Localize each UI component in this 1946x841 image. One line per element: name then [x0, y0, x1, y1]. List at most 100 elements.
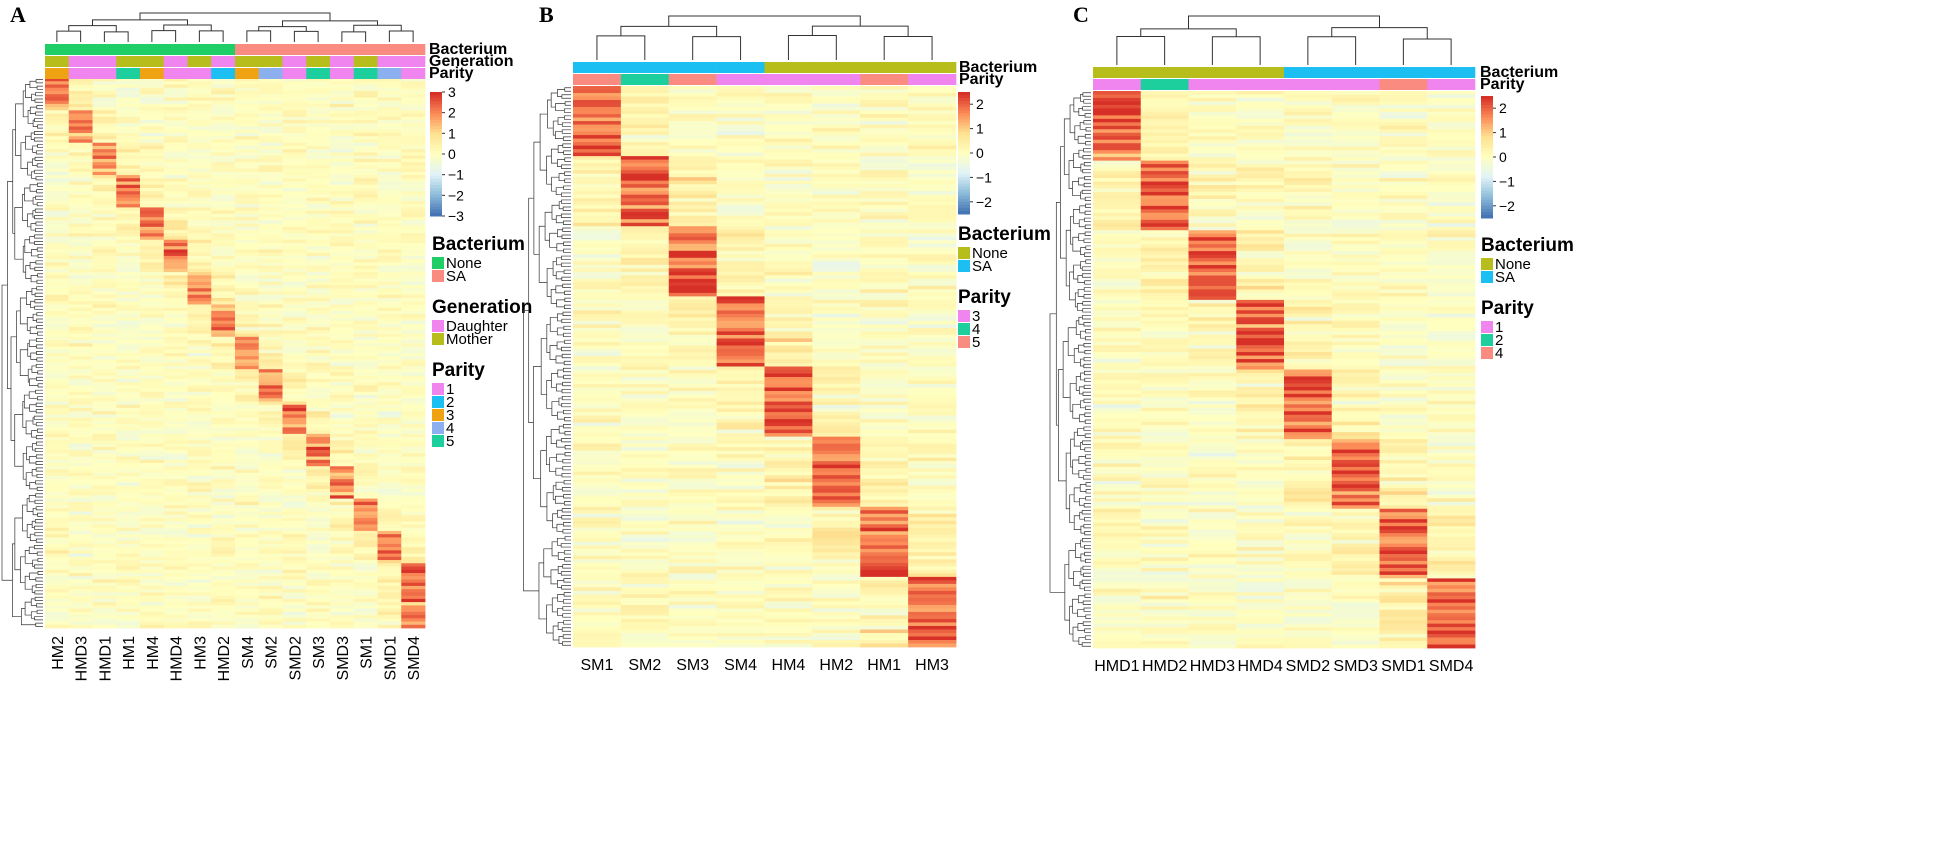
heatmap-cell — [282, 414, 307, 419]
heatmap-cell — [92, 534, 117, 538]
heatmap-cell — [306, 288, 331, 292]
heatmap-cell — [573, 457, 622, 462]
heatmap-cell — [45, 456, 70, 461]
heatmap-cell — [116, 84, 141, 89]
heatmap-cell — [1331, 258, 1380, 262]
heatmap-cell — [116, 543, 141, 548]
heatmap-cell — [163, 291, 188, 296]
heatmap-cell — [163, 482, 188, 487]
heatmap-cell — [116, 317, 141, 322]
heatmap-cell — [258, 621, 283, 626]
legend-title-parity: Parity — [432, 360, 485, 381]
heatmap-cell — [716, 583, 765, 588]
heatmap-cell — [45, 592, 70, 597]
dendrogram-branch — [28, 546, 38, 554]
heatmap-cell — [235, 310, 260, 315]
heatmap-cell — [1093, 198, 1142, 203]
heatmap-cell — [235, 272, 260, 276]
heatmap-cell — [573, 513, 622, 518]
color-scale-step — [430, 138, 442, 143]
heatmap-cell — [860, 545, 909, 550]
heatmap-cell — [764, 327, 813, 332]
heatmap-cell — [45, 110, 70, 114]
heatmap-cell — [235, 188, 260, 192]
heatmap-cell — [235, 103, 260, 108]
heatmap-cell — [401, 197, 426, 202]
heatmap-cell — [163, 81, 188, 85]
dendrogram-branch — [562, 381, 571, 387]
heatmap-cell — [306, 540, 331, 545]
heatmap-cell — [163, 340, 188, 344]
heatmap-cell — [764, 310, 813, 315]
annotation-cell-generation — [258, 56, 283, 67]
heatmap-cell — [716, 135, 765, 139]
heatmap-cell — [282, 265, 307, 270]
heatmap-cell — [163, 188, 188, 192]
heatmap-cell — [92, 475, 117, 480]
heatmap-cell — [860, 194, 909, 199]
heatmap-cell — [716, 303, 765, 308]
heatmap-cell — [377, 288, 402, 292]
heatmap-cell — [716, 566, 765, 571]
heatmap-cell — [235, 527, 260, 532]
heatmap-cell — [92, 168, 117, 173]
heatmap-cell — [92, 175, 117, 179]
heatmap-cell — [401, 152, 426, 157]
heatmap-cell — [716, 205, 765, 210]
heatmap-cell — [401, 463, 426, 467]
heatmap-cell — [908, 398, 957, 402]
heatmap-cell — [258, 573, 283, 577]
heatmap-cell — [573, 468, 622, 473]
heatmap-cell — [620, 159, 670, 164]
heatmap-cell — [908, 513, 957, 518]
heatmap-cell — [764, 173, 813, 178]
heatmap-cell — [377, 547, 402, 551]
annotation-cell-bacterium — [45, 44, 70, 55]
heatmap-cell — [1427, 205, 1476, 210]
heatmap-cell — [812, 107, 861, 111]
heatmap-cell — [92, 482, 117, 487]
heatmap-cell — [163, 133, 188, 137]
heatmap-cell — [45, 207, 70, 212]
heatmap-cell — [1140, 184, 1189, 189]
heatmap-cell — [377, 149, 402, 153]
heatmap-cell — [235, 514, 260, 519]
heatmap-cell — [330, 213, 355, 218]
heatmap-cell — [353, 589, 378, 593]
heatmap-cell — [68, 272, 93, 276]
color-scale-step — [430, 178, 442, 183]
heatmap-cell — [330, 349, 355, 354]
heatmap-cell — [353, 378, 378, 383]
heatmap-cell — [620, 355, 670, 360]
heatmap-cell — [1140, 171, 1189, 175]
heatmap-cell — [68, 501, 93, 506]
heatmap-cell — [258, 291, 283, 296]
heatmap-cell — [620, 597, 670, 602]
heatmap-cell — [187, 120, 212, 124]
heatmap-cell — [258, 362, 283, 367]
heatmap-cell — [353, 278, 378, 283]
heatmap-cell — [353, 120, 378, 124]
heatmap-cell — [330, 453, 355, 457]
heatmap-cell — [620, 625, 670, 630]
heatmap-cell — [92, 259, 117, 263]
heatmap-cell — [140, 155, 165, 160]
heatmap-cell — [1427, 118, 1476, 123]
heatmap-cell — [716, 184, 765, 189]
heatmap-cell — [163, 472, 188, 477]
heatmap-cell — [1188, 216, 1237, 221]
heatmap-cell — [1140, 261, 1189, 266]
heatmap-cell — [235, 518, 260, 522]
heatmap-cell — [235, 165, 260, 169]
dendrogram-branch — [562, 634, 571, 639]
heatmap-cell — [235, 433, 260, 438]
heatmap-cell — [353, 181, 378, 186]
heatmap-cell — [140, 404, 165, 409]
heatmap-cell — [377, 534, 402, 538]
heatmap-cell — [211, 463, 236, 467]
heatmap-cell — [668, 124, 718, 129]
heatmap-cell — [377, 469, 402, 474]
heatmap-cell — [282, 608, 307, 613]
heatmap-cell — [860, 100, 909, 104]
heatmap-cell — [764, 107, 813, 111]
